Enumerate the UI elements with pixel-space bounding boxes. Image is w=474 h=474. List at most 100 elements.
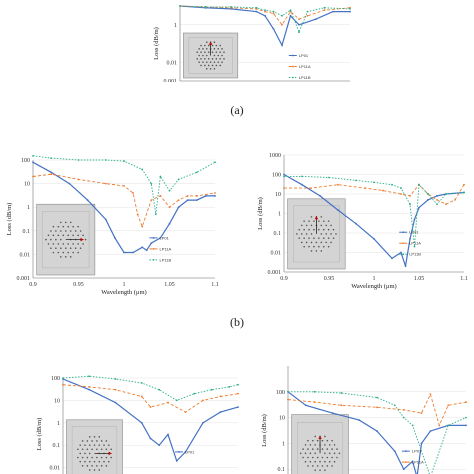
inset-air-hole	[326, 448, 329, 450]
data-point	[104, 218, 107, 221]
data-point	[315, 18, 317, 21]
x-tick-label: 0.9	[280, 276, 288, 282]
inset-air-hole	[213, 54, 216, 57]
inset-air-hole	[217, 61, 220, 63]
data-point	[158, 388, 161, 391]
legend-marker	[178, 451, 180, 453]
inset-air-hole	[200, 44, 202, 47]
data-point	[420, 412, 423, 414]
data-point	[445, 193, 447, 195]
inset-air-hole	[96, 465, 98, 467]
series-line-lp11b	[284, 175, 465, 247]
data-point	[132, 192, 135, 194]
data-point	[255, 6, 258, 9]
inset-air-hole	[105, 456, 108, 459]
data-point	[175, 459, 178, 462]
data-point	[168, 206, 171, 209]
data-point	[400, 193, 402, 195]
inset-air-hole	[209, 68, 212, 70]
inset-air-hole	[52, 251, 55, 254]
data-point	[463, 183, 465, 186]
data-point	[409, 237, 411, 240]
data-point	[132, 251, 135, 254]
data-point	[123, 160, 125, 162]
data-point	[62, 383, 64, 386]
inset-air-hole	[198, 48, 200, 50]
inset-air-hole	[313, 228, 315, 231]
data-point	[319, 194, 321, 197]
data-point	[114, 388, 117, 391]
inset-air-hole	[79, 247, 82, 250]
x-tick-label: 0.95	[217, 85, 228, 91]
data-point	[141, 168, 144, 171]
inset-air-hole	[79, 444, 82, 446]
data-point	[400, 187, 402, 190]
inset-air-hole	[62, 243, 65, 245]
y-tick-label: 1	[278, 212, 281, 218]
inset-air-hole	[219, 58, 221, 60]
legend-marker	[291, 65, 294, 68]
data-point	[86, 199, 89, 201]
inset-air-hole	[316, 439, 319, 442]
y-tick-label: 0.1	[23, 229, 31, 235]
inset-air-hole	[309, 444, 312, 446]
data-point	[184, 411, 187, 414]
data-point	[447, 424, 450, 427]
data-point	[141, 225, 144, 228]
inset-air-hole	[103, 444, 105, 446]
inset-air-hole	[98, 436, 101, 438]
legend-marker	[402, 242, 405, 245]
inset-air-hole	[86, 456, 89, 459]
data-point	[281, 23, 283, 26]
data-point	[114, 237, 116, 239]
inset-air-hole	[196, 58, 199, 60]
legend-marker	[405, 450, 407, 453]
data-point	[418, 206, 420, 209]
data-point	[32, 154, 34, 157]
y-tick-label: 1	[57, 421, 60, 427]
mode-arrow-head	[314, 216, 319, 220]
inset-air-hole	[319, 469, 321, 471]
inset-air-hole	[93, 436, 96, 438]
y-axis-label: Loss (dB/m)	[261, 414, 268, 447]
inset-air-hole	[86, 465, 89, 467]
data-point	[158, 444, 161, 447]
data-point	[358, 419, 361, 422]
data-point	[413, 218, 416, 221]
inset-air-hole	[98, 460, 101, 463]
inset-air-hole	[45, 238, 47, 241]
inset-air-hole	[64, 247, 67, 250]
inset-air-hole	[62, 225, 65, 228]
inset-air-hole	[67, 243, 70, 245]
inset-air-hole	[324, 444, 326, 446]
inset-air-hole	[332, 228, 335, 231]
inset-air-hole	[313, 220, 315, 222]
inset-air-hole	[52, 234, 55, 237]
inset-air-hole	[69, 247, 72, 250]
data-point	[411, 424, 414, 427]
inset-air-hole	[324, 460, 326, 463]
inset-inner-frame	[188, 37, 233, 74]
legend-marker	[152, 258, 155, 261]
data-point	[219, 395, 222, 398]
data-point	[150, 242, 153, 245]
inset-air-hole	[213, 41, 216, 43]
data-point	[168, 189, 171, 192]
data-point	[340, 392, 343, 394]
inset-air-hole	[211, 58, 214, 60]
inset-air-hole	[202, 61, 204, 63]
inset-air-hole	[79, 230, 82, 232]
chart-b-right: 0.001 0.01 0.1 1 10 100 1000 0.9 0.95 1 1.05 1.1 Wav…	[257, 153, 468, 290]
data-point	[306, 14, 309, 17]
inset-air-hole	[84, 452, 86, 455]
inset-air-hole	[64, 221, 67, 224]
y-tick-label: 0.01	[271, 251, 282, 257]
inset-air-hole	[211, 51, 214, 53]
data-point	[272, 28, 275, 30]
data-point	[177, 199, 180, 201]
inset-air-hole	[322, 220, 325, 222]
data-point	[167, 401, 169, 404]
inset-air-hole	[52, 225, 55, 228]
inset-inner-frame	[42, 211, 90, 269]
inset-air-hole	[81, 465, 84, 467]
